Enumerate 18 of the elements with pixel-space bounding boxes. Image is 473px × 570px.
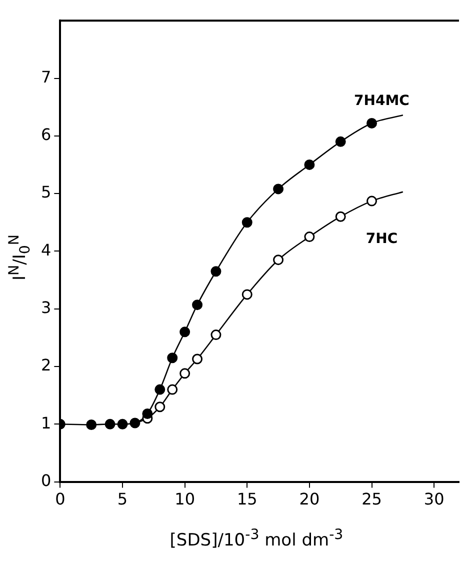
y-tick-label: 4 (40, 240, 52, 260)
y-tick-label: 2 (40, 356, 52, 375)
series-label: 7H4MC (354, 93, 410, 110)
y-tick-label: 7 (40, 67, 52, 86)
x-tick-label: 5 (117, 490, 128, 509)
y-tick-label: 3 (40, 298, 52, 318)
y-tick-label: 5 (40, 182, 52, 202)
x-axis-title: [SDS]/10$^{-3}$ mol dm$^{-3}$ (168, 527, 344, 551)
y-tick-label: 6 (40, 125, 52, 144)
x-tick-label: 25 (362, 490, 382, 509)
x-tick-label: 15 (236, 490, 258, 509)
y-tick-label: 0 (40, 470, 52, 490)
y-tick-label: 1 (40, 413, 52, 432)
x-tick-label: 30 (424, 490, 444, 509)
series-label: 7HC (366, 231, 398, 248)
x-tick-label: 0 (55, 490, 66, 509)
x-tick-label: 10 (174, 490, 195, 509)
x-tick-label: 20 (299, 490, 320, 509)
